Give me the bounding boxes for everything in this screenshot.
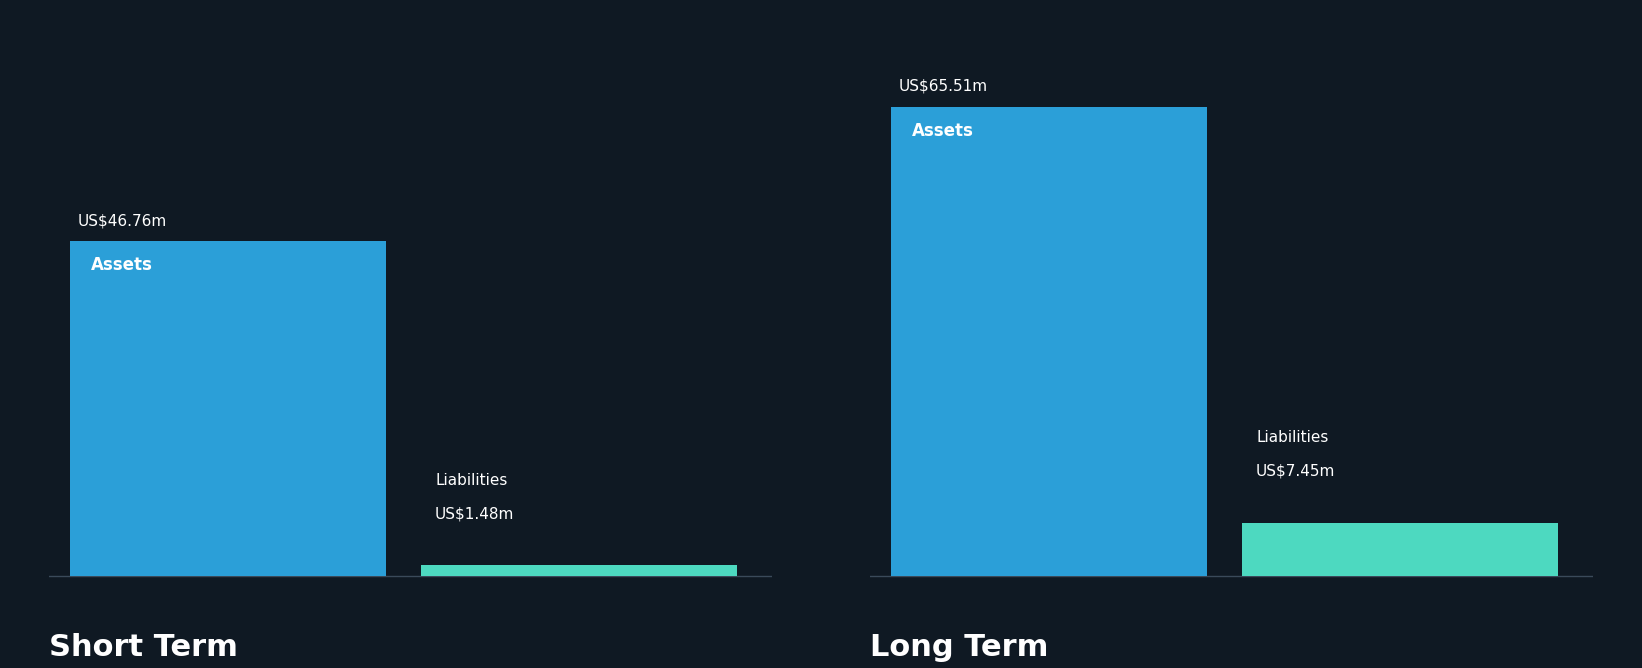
- Text: Short Term: Short Term: [49, 633, 238, 662]
- Bar: [420, 565, 737, 576]
- Text: Liabilities: Liabilities: [1256, 430, 1328, 446]
- Text: US$7.45m: US$7.45m: [1256, 464, 1335, 479]
- Text: Assets: Assets: [92, 257, 153, 275]
- Text: US$65.51m: US$65.51m: [898, 79, 987, 94]
- Text: Assets: Assets: [913, 122, 974, 140]
- Bar: [71, 241, 386, 576]
- Text: Liabilities: Liabilities: [435, 473, 507, 488]
- Bar: [892, 107, 1207, 576]
- Text: US$1.48m: US$1.48m: [435, 506, 514, 522]
- Text: Long Term: Long Term: [870, 633, 1049, 662]
- Bar: [1241, 522, 1558, 576]
- Text: US$46.76m: US$46.76m: [77, 213, 166, 228]
